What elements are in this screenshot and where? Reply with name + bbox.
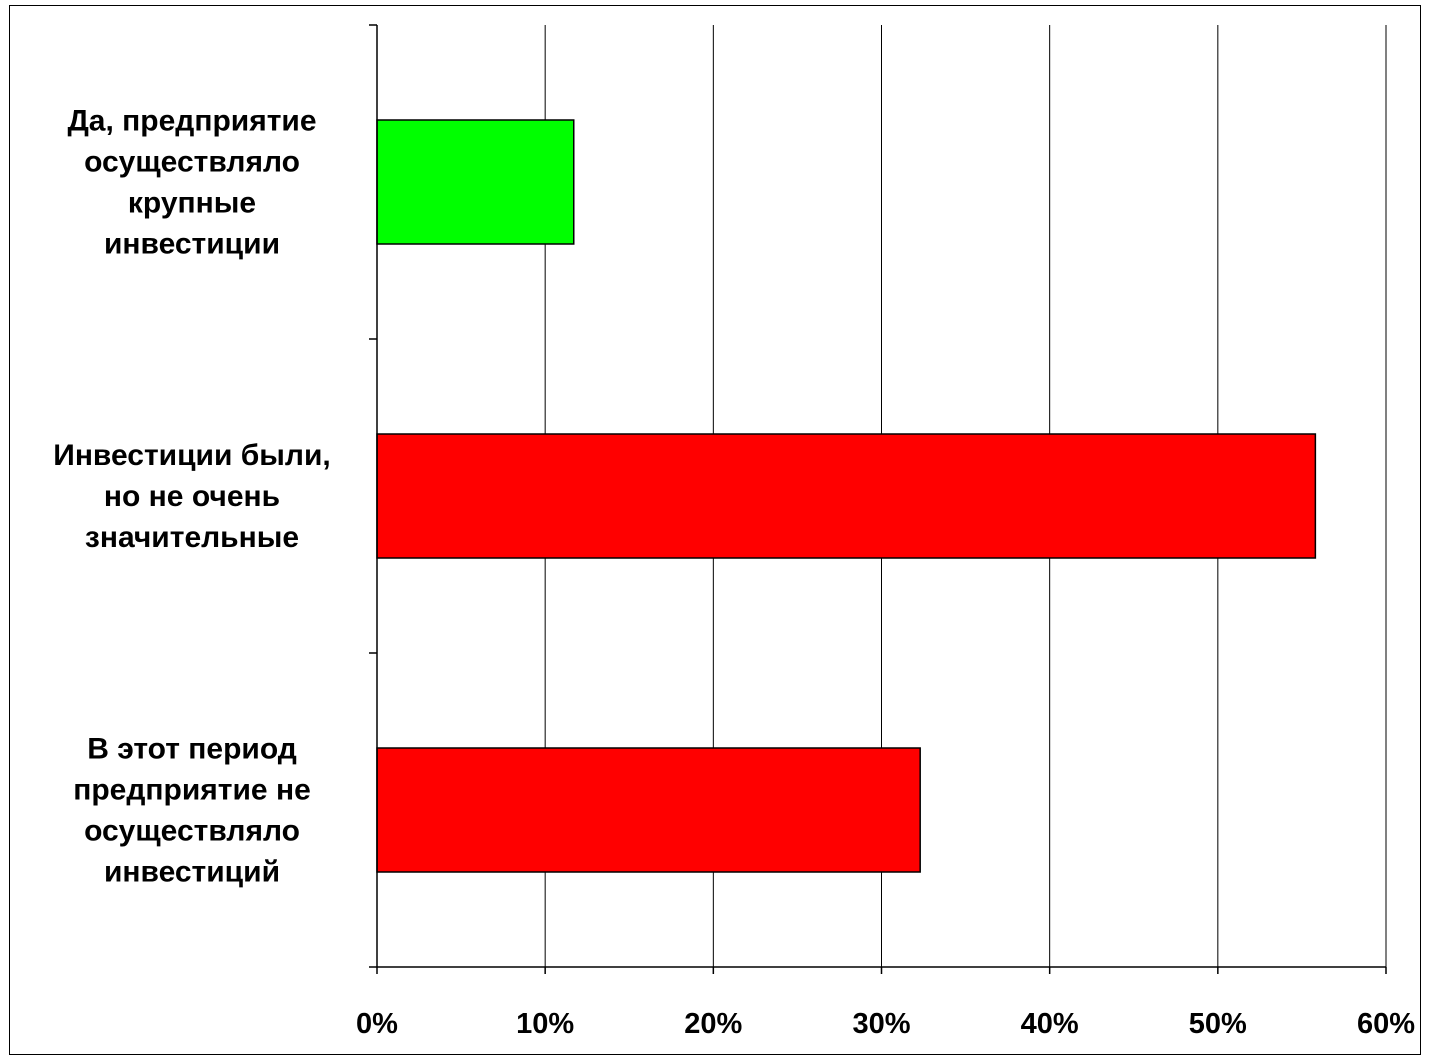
bars xyxy=(376,119,1317,873)
category-label-line: осуществляло xyxy=(84,815,300,848)
category-label: Инвестиции были, но не очень значительные xyxy=(53,439,331,554)
axes xyxy=(369,24,1387,974)
category-label-line: инвестиции xyxy=(104,228,280,261)
bar xyxy=(376,433,1317,559)
category-label-line: Да, предприятие xyxy=(67,105,316,138)
category-label: В этот период предприятие не осуществляло и… xyxy=(73,733,311,889)
category-label-line: В этот период xyxy=(87,733,297,766)
x-tick-label: 10% xyxy=(516,1008,574,1040)
category-labels: Да, предприятие осуществляло крупные инвест… xyxy=(53,105,331,889)
bar xyxy=(376,119,575,245)
bar xyxy=(376,747,921,873)
x-tick-label: 60% xyxy=(1357,1008,1415,1040)
category-label-line: предприятие не xyxy=(73,774,311,807)
x-tick-labels: 0% 10% 20% 30% 40% 50% 60% xyxy=(356,1008,1415,1040)
x-tick-label: 30% xyxy=(852,1008,910,1040)
x-tick-label: 40% xyxy=(1021,1008,1079,1040)
category-label-line: Инвестиции были, xyxy=(53,439,331,472)
x-tick-label: 20% xyxy=(684,1008,742,1040)
x-tick-label: 50% xyxy=(1189,1008,1247,1040)
category-label: Да, предприятие осуществляло крупные инвест… xyxy=(67,105,316,261)
category-label-line: инвестиций xyxy=(104,856,280,889)
category-label-line: осуществляло xyxy=(84,146,300,179)
category-label-line: но не очень xyxy=(104,480,280,513)
x-tick-label: 0% xyxy=(356,1008,398,1040)
category-label-line: значительные xyxy=(85,521,299,554)
category-label-line: крупные xyxy=(128,187,256,220)
